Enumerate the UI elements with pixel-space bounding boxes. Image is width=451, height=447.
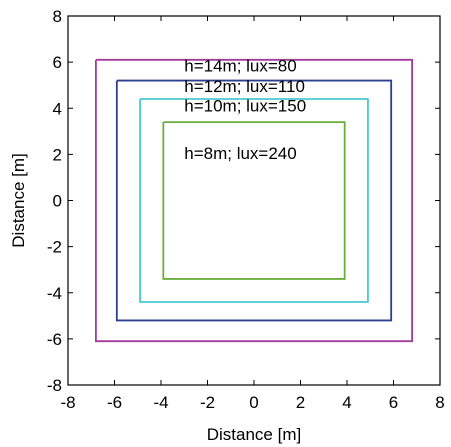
- x-tick-label: -8: [60, 393, 75, 412]
- x-tick-label: 6: [389, 393, 398, 412]
- y-tick-label: -8: [47, 376, 62, 395]
- y-tick-label: 2: [53, 145, 62, 164]
- annotation-1: h=14m; lux=80: [184, 56, 296, 75]
- x-tick-label: 4: [342, 393, 351, 412]
- y-tick-label: -4: [47, 284, 62, 303]
- annotation-4: h=8m; lux=240: [184, 144, 296, 163]
- x-tick-label: 2: [296, 393, 305, 412]
- x-tick-label: -6: [107, 393, 122, 412]
- y-tick-label: -6: [47, 330, 62, 349]
- x-tick-label: -2: [200, 393, 215, 412]
- series-line-4: [162, 121, 346, 280]
- ticks-layer: -8 -6 -4 -2 0 2 4 6 8 -8 -6 -4 -2 0 2 4 6 8: [47, 7, 445, 412]
- x-axis-label: Distance [m]: [207, 425, 301, 444]
- y-tick-label: 6: [53, 53, 62, 72]
- y-tick-label: 8: [53, 7, 62, 26]
- x-tick-label: 0: [249, 393, 258, 412]
- x-tick-label: 8: [435, 393, 444, 412]
- series-line-1: [95, 58, 414, 343]
- annotation-3: h=10m; lux=150: [184, 97, 306, 116]
- y-tick-label: -2: [47, 238, 62, 257]
- y-tick-label: 0: [53, 192, 62, 211]
- series-layer: [95, 58, 414, 343]
- series-line-2: [115, 79, 393, 322]
- annotation-2: h=12m; lux=110: [184, 77, 305, 96]
- series-line-3: [139, 98, 369, 303]
- x-tick-label: -4: [153, 393, 168, 412]
- y-tick-label: 4: [53, 99, 62, 118]
- y-axis-label: Distance [m]: [9, 153, 28, 247]
